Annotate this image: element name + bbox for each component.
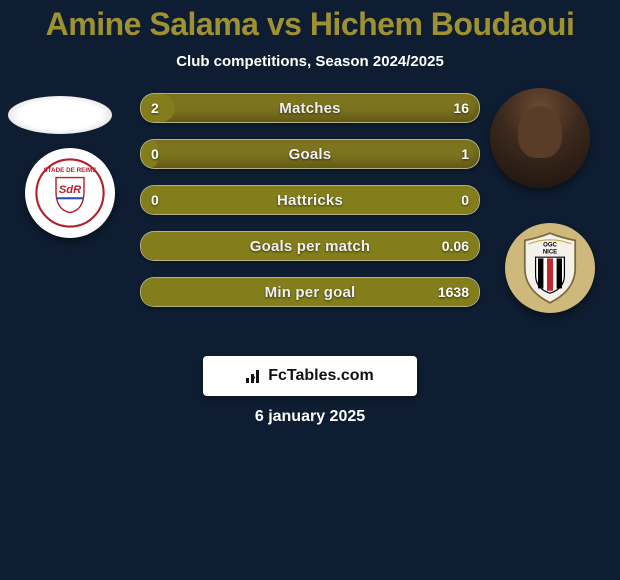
page-subtitle: Club competitions, Season 2024/2025 bbox=[0, 53, 620, 70]
stat-row: Goals per match0.06 bbox=[140, 231, 480, 261]
svg-text:SdR: SdR bbox=[59, 184, 81, 196]
stat-right-value: 16 bbox=[453, 94, 469, 122]
stat-row: 2Matches16 bbox=[140, 93, 480, 123]
svg-text:STADE DE REIMS: STADE DE REIMS bbox=[43, 167, 96, 174]
svg-text:OGC: OGC bbox=[543, 242, 557, 248]
stat-right-value: 0 bbox=[461, 186, 469, 214]
brand-card: FcTables.com bbox=[203, 356, 417, 396]
stat-row: 0Goals1 bbox=[140, 139, 480, 169]
page-title: Amine Salama vs Hichem Boudaoui bbox=[0, 0, 620, 43]
stat-row: 0Hattricks0 bbox=[140, 185, 480, 215]
stat-label: Goals bbox=[141, 140, 479, 168]
stat-bars: 2Matches160Goals10Hattricks0Goals per ma… bbox=[140, 93, 480, 323]
stat-label: Goals per match bbox=[141, 232, 479, 260]
stat-label: Hattricks bbox=[141, 186, 479, 214]
reims-crest-icon: STADE DE REIMS SdR bbox=[35, 158, 105, 228]
player-left-avatar bbox=[8, 96, 112, 134]
stat-right-value: 0.06 bbox=[442, 232, 469, 260]
stat-label: Min per goal bbox=[141, 278, 479, 306]
footer-date: 6 january 2025 bbox=[0, 408, 620, 426]
player-right-club-crest: OGC NICE bbox=[505, 223, 595, 313]
player-left-club-crest: STADE DE REIMS SdR bbox=[25, 148, 115, 238]
player-right-avatar bbox=[490, 88, 590, 188]
svg-text:NICE: NICE bbox=[543, 250, 557, 256]
nice-crest-icon: OGC NICE bbox=[520, 232, 580, 304]
stat-row: Min per goal1638 bbox=[140, 277, 480, 307]
stat-right-value: 1 bbox=[461, 140, 469, 168]
stat-label: Matches bbox=[141, 94, 479, 122]
brand-text: FcTables.com bbox=[268, 367, 374, 385]
chart-icon bbox=[246, 369, 264, 383]
stat-right-value: 1638 bbox=[438, 278, 469, 306]
